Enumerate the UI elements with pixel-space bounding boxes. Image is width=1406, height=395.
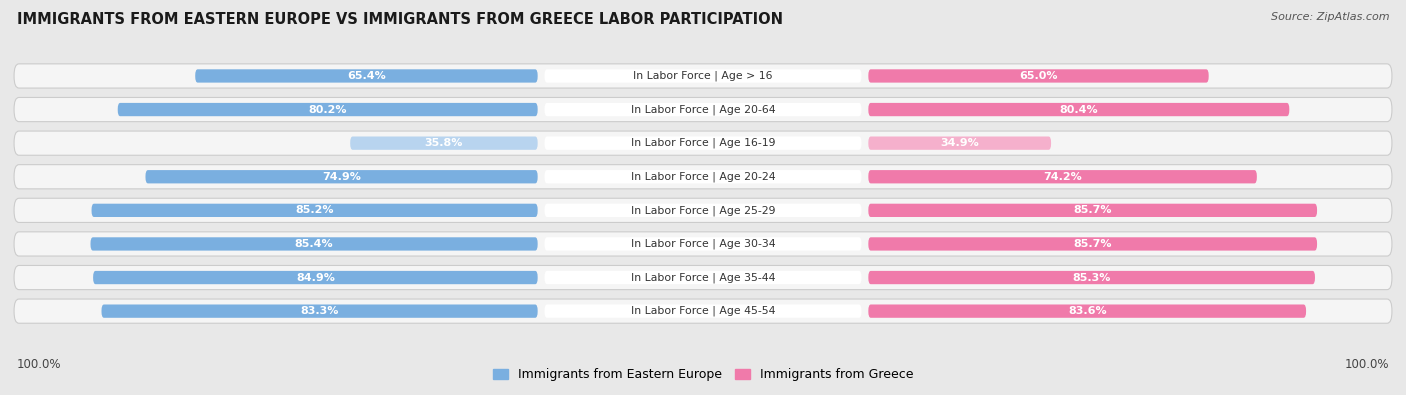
FancyBboxPatch shape — [14, 64, 1392, 88]
FancyBboxPatch shape — [869, 137, 1052, 150]
FancyBboxPatch shape — [14, 299, 1392, 323]
FancyBboxPatch shape — [544, 103, 862, 116]
FancyBboxPatch shape — [869, 204, 1317, 217]
Text: 83.3%: 83.3% — [301, 306, 339, 316]
FancyBboxPatch shape — [195, 69, 537, 83]
FancyBboxPatch shape — [544, 237, 862, 250]
Text: In Labor Force | Age 45-54: In Labor Force | Age 45-54 — [631, 306, 775, 316]
Text: 74.2%: 74.2% — [1043, 172, 1083, 182]
FancyBboxPatch shape — [544, 305, 862, 318]
Text: 85.7%: 85.7% — [1073, 239, 1112, 249]
FancyBboxPatch shape — [350, 137, 537, 150]
Text: 65.4%: 65.4% — [347, 71, 385, 81]
FancyBboxPatch shape — [869, 237, 1317, 250]
FancyBboxPatch shape — [869, 103, 1289, 116]
FancyBboxPatch shape — [544, 170, 862, 183]
FancyBboxPatch shape — [14, 98, 1392, 122]
Text: 85.7%: 85.7% — [1073, 205, 1112, 215]
FancyBboxPatch shape — [544, 204, 862, 217]
FancyBboxPatch shape — [869, 305, 1306, 318]
FancyBboxPatch shape — [93, 271, 537, 284]
FancyBboxPatch shape — [101, 305, 537, 318]
FancyBboxPatch shape — [544, 137, 862, 150]
Text: In Labor Force | Age 20-64: In Labor Force | Age 20-64 — [631, 104, 775, 115]
Text: In Labor Force | Age 25-29: In Labor Force | Age 25-29 — [631, 205, 775, 216]
Text: In Labor Force | Age 20-24: In Labor Force | Age 20-24 — [631, 171, 775, 182]
Text: In Labor Force | Age 35-44: In Labor Force | Age 35-44 — [631, 272, 775, 283]
FancyBboxPatch shape — [14, 265, 1392, 290]
Text: IMMIGRANTS FROM EASTERN EUROPE VS IMMIGRANTS FROM GREECE LABOR PARTICIPATION: IMMIGRANTS FROM EASTERN EUROPE VS IMMIGR… — [17, 12, 783, 27]
Text: Source: ZipAtlas.com: Source: ZipAtlas.com — [1271, 12, 1389, 22]
Text: 65.0%: 65.0% — [1019, 71, 1057, 81]
Text: In Labor Force | Age > 16: In Labor Force | Age > 16 — [633, 71, 773, 81]
Text: 100.0%: 100.0% — [17, 358, 62, 371]
Text: 35.8%: 35.8% — [425, 138, 463, 148]
FancyBboxPatch shape — [869, 170, 1257, 183]
Text: 85.4%: 85.4% — [295, 239, 333, 249]
FancyBboxPatch shape — [14, 198, 1392, 222]
FancyBboxPatch shape — [118, 103, 537, 116]
Text: 84.9%: 84.9% — [295, 273, 335, 282]
Text: 80.4%: 80.4% — [1060, 105, 1098, 115]
FancyBboxPatch shape — [90, 237, 537, 250]
Text: 74.9%: 74.9% — [322, 172, 361, 182]
FancyBboxPatch shape — [14, 131, 1392, 155]
FancyBboxPatch shape — [869, 271, 1315, 284]
FancyBboxPatch shape — [544, 271, 862, 284]
FancyBboxPatch shape — [869, 69, 1209, 83]
Legend: Immigrants from Eastern Europe, Immigrants from Greece: Immigrants from Eastern Europe, Immigran… — [488, 363, 918, 386]
Text: 85.3%: 85.3% — [1073, 273, 1111, 282]
Text: 80.2%: 80.2% — [308, 105, 347, 115]
FancyBboxPatch shape — [91, 204, 537, 217]
Text: 34.9%: 34.9% — [941, 138, 979, 148]
FancyBboxPatch shape — [544, 69, 862, 83]
FancyBboxPatch shape — [145, 170, 537, 183]
Text: 100.0%: 100.0% — [1344, 358, 1389, 371]
Text: In Labor Force | Age 16-19: In Labor Force | Age 16-19 — [631, 138, 775, 149]
FancyBboxPatch shape — [14, 165, 1392, 189]
Text: 83.6%: 83.6% — [1069, 306, 1107, 316]
FancyBboxPatch shape — [14, 232, 1392, 256]
Text: In Labor Force | Age 30-34: In Labor Force | Age 30-34 — [631, 239, 775, 249]
Text: 85.2%: 85.2% — [295, 205, 333, 215]
